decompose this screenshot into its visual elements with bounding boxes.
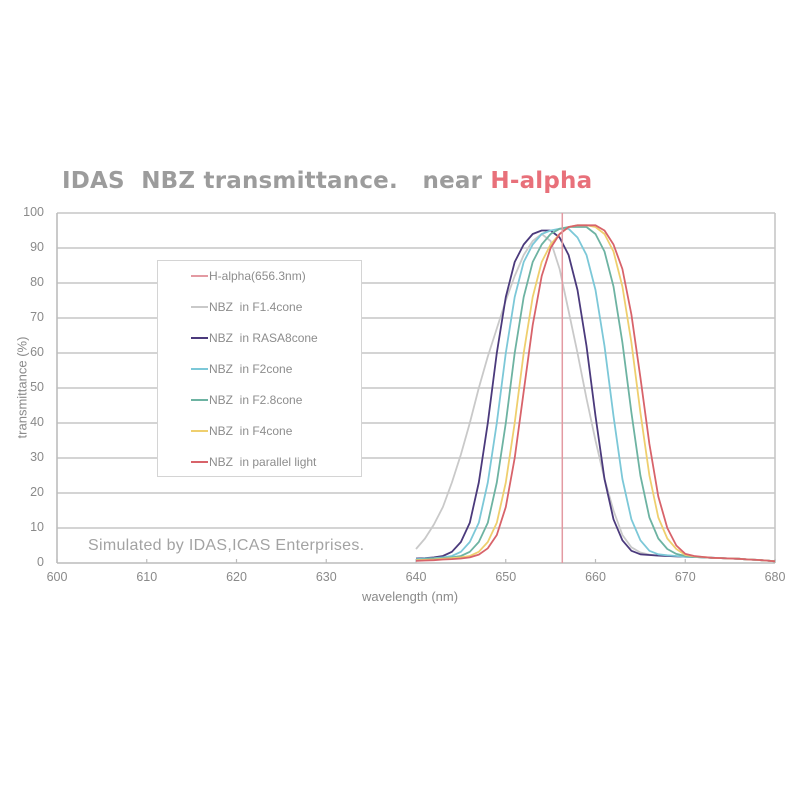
chart-title-accent: H-alpha (490, 168, 593, 194)
y-axis-label: transmittance (%) (14, 336, 30, 439)
legend-swatch-icon (191, 337, 208, 339)
x-tick-label: 610 (136, 570, 158, 584)
legend-item-f4: NBZ in F4cone (191, 421, 292, 441)
series-line (415, 226, 776, 563)
legend: H-alpha(656.3nm) NBZ in F1.4cone NBZ in … (157, 260, 362, 477)
legend-label: NBZ in F1.4cone (209, 300, 303, 314)
legend-swatch-icon (191, 461, 208, 463)
legend-label: NBZ in F2.8cone (209, 393, 303, 407)
legend-swatch-icon (191, 430, 208, 432)
x-tick-label: 660 (585, 570, 606, 584)
legend-item-h-alpha: H-alpha(656.3nm) (191, 266, 306, 286)
legend-swatch-icon (191, 399, 208, 401)
legend-item-rasa8: NBZ in RASA8cone (191, 328, 318, 348)
series-line (415, 229, 776, 563)
legend-label: H-alpha(656.3nm) (209, 269, 306, 283)
y-tick-label: 0 (37, 555, 44, 569)
y-tick-label: 40 (30, 415, 44, 429)
simulation-credit: Simulated by IDAS,ICAS Enterprises. (88, 537, 365, 554)
y-tick-label: 90 (30, 240, 44, 254)
chart-title-main: IDAS NBZ transmittance. near (62, 168, 491, 194)
legend-swatch-icon (191, 275, 208, 277)
y-tick-label: 80 (30, 275, 44, 289)
x-axis-label: wavelength (nm) (361, 589, 459, 604)
y-tick-label: 60 (30, 345, 44, 359)
y-tick-label: 70 (30, 310, 44, 324)
x-tick-label: 600 (46, 570, 68, 584)
legend-item-f2.8: NBZ in F2.8cone (191, 390, 302, 410)
legend-label: NBZ in parallel light (209, 455, 317, 469)
y-tick-label: 100 (23, 205, 44, 219)
x-tick-label: 670 (674, 570, 696, 584)
legend-label: NBZ in F2cone (209, 362, 293, 376)
legend-item-f1.4: NBZ in F1.4cone (191, 297, 302, 317)
x-tick-label: 640 (405, 570, 427, 584)
x-tick-label: 630 (315, 570, 337, 584)
y-tick-label: 10 (30, 520, 44, 534)
x-tick-label: 680 (764, 570, 786, 584)
chart-title: IDAS NBZ transmittance. near H-alpha (62, 168, 592, 194)
x-tick-label: 620 (226, 570, 247, 584)
y-tick-label: 30 (30, 450, 44, 464)
y-tick-label: 20 (30, 485, 44, 499)
legend-item-f2: NBZ in F2cone (191, 359, 292, 379)
legend-swatch-icon (191, 306, 208, 308)
legend-item-parallel: NBZ in parallel light (191, 452, 316, 472)
legend-label: NBZ in RASA8cone (209, 331, 318, 345)
y-tick-label: 50 (30, 380, 44, 394)
legend-swatch-icon (191, 368, 208, 370)
x-tick-label: 650 (495, 570, 517, 584)
legend-label: NBZ in F4cone (209, 424, 293, 438)
series-line (415, 227, 776, 563)
series-line (415, 224, 776, 563)
series-line (415, 224, 776, 563)
